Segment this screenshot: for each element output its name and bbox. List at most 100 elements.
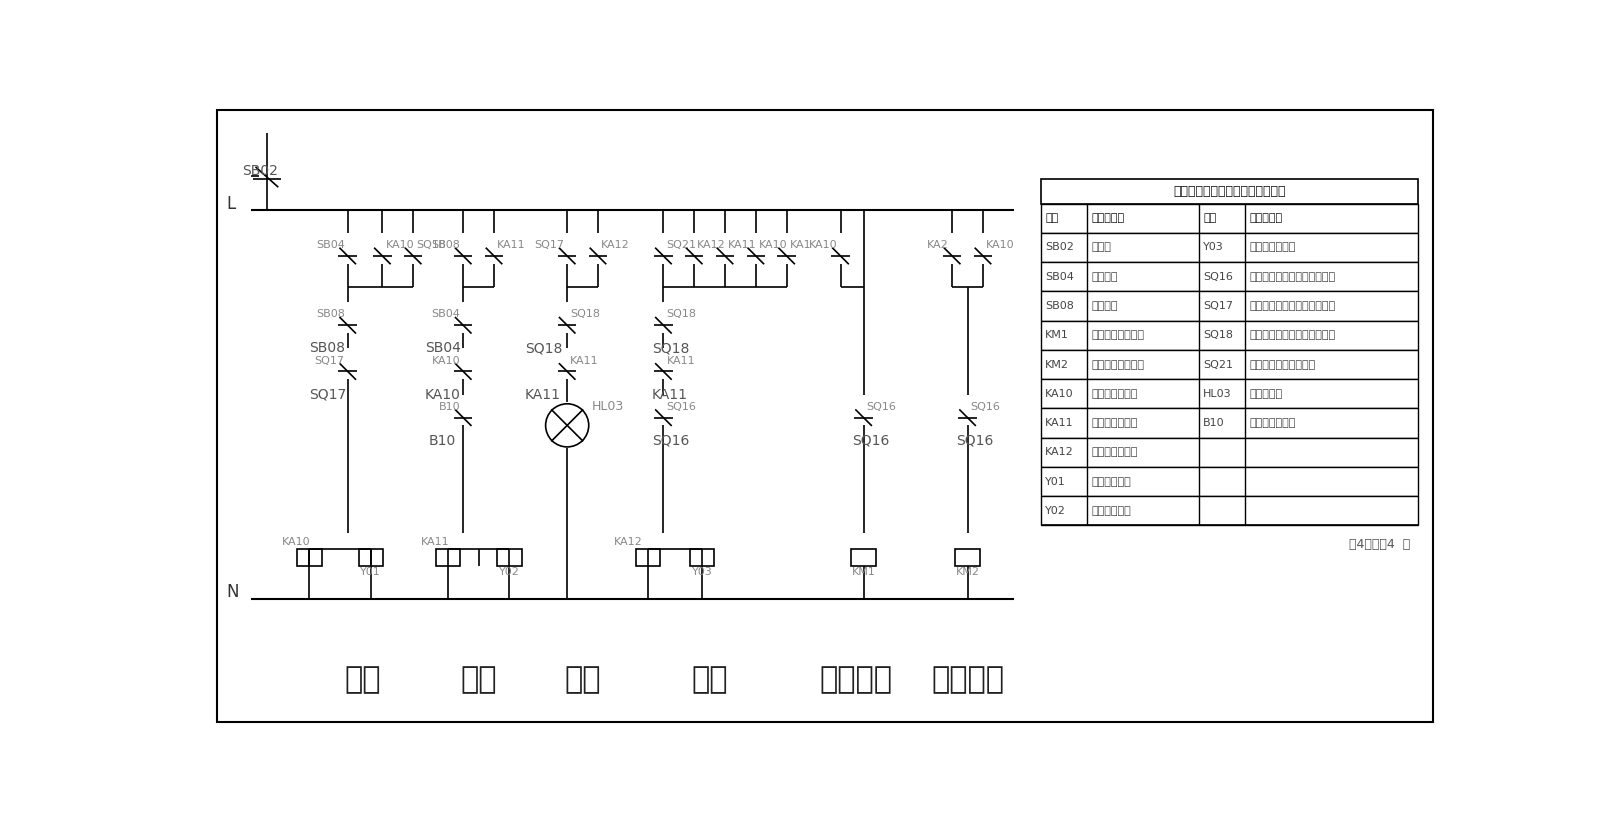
Text: 保压指示灯: 保压指示灯 bbox=[1249, 389, 1283, 399]
Text: SB04: SB04 bbox=[1045, 272, 1074, 282]
Bar bbox=[636, 549, 660, 565]
Text: SB08: SB08 bbox=[309, 341, 345, 355]
Text: KA10: KA10 bbox=[431, 356, 460, 366]
Text: SQ21: SQ21 bbox=[1203, 359, 1233, 369]
Text: SQ16: SQ16 bbox=[667, 402, 697, 412]
Text: KA11: KA11 bbox=[570, 356, 599, 366]
Text: 泄压支路控制器: 泄压支路控制器 bbox=[1092, 447, 1138, 457]
Bar bbox=[497, 549, 522, 565]
Text: 总开关: 总开关 bbox=[1092, 242, 1111, 252]
Text: Y02: Y02 bbox=[499, 567, 520, 577]
Text: KA11: KA11 bbox=[497, 240, 526, 250]
Text: SB02: SB02 bbox=[242, 164, 279, 178]
Text: SQ16: SQ16 bbox=[956, 433, 993, 447]
Text: Y02: Y02 bbox=[1045, 506, 1066, 516]
Text: SQ18: SQ18 bbox=[652, 341, 689, 355]
Text: SQ17: SQ17 bbox=[309, 387, 346, 401]
Text: HL03: HL03 bbox=[592, 400, 625, 413]
Bar bbox=[1040, 379, 1418, 409]
Text: SQ18: SQ18 bbox=[570, 310, 601, 320]
Text: SB08: SB08 bbox=[1045, 301, 1074, 311]
Text: 压紧板限位开关: 压紧板限位开关 bbox=[1249, 418, 1296, 428]
Bar bbox=[1040, 438, 1418, 467]
Bar bbox=[1040, 179, 1418, 204]
Circle shape bbox=[546, 404, 589, 447]
Text: KM1: KM1 bbox=[852, 567, 876, 577]
Text: 电接点压力传感器设定值触点: 电接点压力传感器设定值触点 bbox=[1249, 272, 1336, 282]
Bar bbox=[1040, 204, 1418, 233]
Text: KA10: KA10 bbox=[985, 240, 1014, 250]
Text: SB04: SB04 bbox=[316, 240, 345, 250]
Text: SQ18: SQ18 bbox=[525, 341, 562, 355]
Text: 齿轮泵电机接触器: 齿轮泵电机接触器 bbox=[1092, 359, 1145, 369]
Text: KA11: KA11 bbox=[420, 537, 449, 547]
Text: 压紧: 压紧 bbox=[345, 665, 382, 694]
Text: SB04: SB04 bbox=[431, 310, 460, 320]
Text: 共4页，第4  页: 共4页，第4 页 bbox=[1349, 538, 1410, 551]
Text: KA10: KA10 bbox=[758, 240, 787, 250]
Text: KA12: KA12 bbox=[601, 240, 630, 250]
Text: N: N bbox=[227, 583, 240, 602]
Bar bbox=[1040, 321, 1418, 350]
Text: KA12: KA12 bbox=[697, 240, 726, 250]
Text: SB08: SB08 bbox=[316, 310, 345, 320]
Bar bbox=[689, 549, 715, 565]
Text: 压紧支路接触器: 压紧支路接触器 bbox=[1092, 389, 1138, 399]
Bar bbox=[435, 549, 460, 565]
Bar bbox=[296, 549, 322, 565]
Text: 高压油泵: 高压油泵 bbox=[819, 665, 892, 694]
Text: SQ16: SQ16 bbox=[1203, 272, 1233, 282]
Text: SQ16: SQ16 bbox=[852, 433, 889, 447]
Text: 柱塞泵电机接触器: 柱塞泵电机接触器 bbox=[1092, 330, 1145, 340]
Text: 泄压: 泄压 bbox=[691, 665, 728, 694]
Bar bbox=[1040, 350, 1418, 379]
Text: KA11: KA11 bbox=[1045, 418, 1074, 428]
Text: SB02: SB02 bbox=[1045, 242, 1074, 252]
Text: Y03: Y03 bbox=[692, 567, 712, 577]
Text: 低压油泵: 低压油泵 bbox=[931, 665, 1005, 694]
Text: 压紧阀接触器: 压紧阀接触器 bbox=[1092, 476, 1132, 486]
Bar bbox=[1040, 467, 1418, 496]
Text: KM2: KM2 bbox=[1045, 359, 1069, 369]
Text: KA10: KA10 bbox=[808, 240, 837, 250]
Text: SQ16: SQ16 bbox=[866, 402, 897, 412]
Text: KM2: KM2 bbox=[956, 567, 979, 577]
Text: 板框式压滤机液压系统电气接线图: 板框式压滤机液压系统电气接线图 bbox=[1174, 185, 1286, 198]
Text: KA12: KA12 bbox=[613, 537, 642, 547]
Bar bbox=[1040, 292, 1418, 321]
Text: 符号: 符号 bbox=[1045, 213, 1059, 223]
Text: Y03: Y03 bbox=[1203, 242, 1224, 252]
Text: SQ18: SQ18 bbox=[667, 310, 697, 320]
Text: B10: B10 bbox=[428, 433, 456, 447]
Text: L: L bbox=[227, 194, 237, 213]
Bar bbox=[1040, 409, 1418, 438]
Text: 回程: 回程 bbox=[460, 665, 497, 694]
Bar bbox=[955, 549, 980, 565]
Text: SQ17: SQ17 bbox=[314, 356, 345, 366]
Text: SQ16: SQ16 bbox=[652, 433, 689, 447]
Bar bbox=[1040, 262, 1418, 292]
Text: KA10: KA10 bbox=[385, 240, 414, 250]
Text: 电接点压力传感器下限值触点: 电接点压力传感器下限值触点 bbox=[1249, 330, 1336, 340]
Text: KA11: KA11 bbox=[525, 387, 560, 401]
Text: 压紧按钮: 压紧按钮 bbox=[1092, 272, 1117, 282]
Text: HL03: HL03 bbox=[1203, 389, 1232, 399]
Text: 回程阀接触器: 回程阀接触器 bbox=[1092, 506, 1132, 516]
Bar bbox=[359, 549, 383, 565]
Text: 电磁球阀接触器: 电磁球阀接触器 bbox=[1249, 242, 1296, 252]
Text: KA12: KA12 bbox=[1045, 447, 1074, 457]
Text: B10: B10 bbox=[438, 402, 460, 412]
Text: KA10: KA10 bbox=[1045, 389, 1074, 399]
Bar bbox=[852, 549, 876, 565]
Text: SQ16: SQ16 bbox=[971, 402, 1000, 412]
Text: KA1: KA1 bbox=[791, 240, 811, 250]
Text: SB04: SB04 bbox=[425, 341, 460, 355]
Text: KA11: KA11 bbox=[728, 240, 757, 250]
Text: Y01: Y01 bbox=[1045, 476, 1066, 486]
Text: KA10: KA10 bbox=[425, 387, 460, 401]
Bar bbox=[1040, 496, 1418, 526]
Text: KA11: KA11 bbox=[652, 387, 687, 401]
Text: SQ17: SQ17 bbox=[1203, 301, 1233, 311]
Text: 电接点压力传感器上限值触点: 电接点压力传感器上限值触点 bbox=[1249, 301, 1336, 311]
Text: B10: B10 bbox=[1203, 418, 1225, 428]
